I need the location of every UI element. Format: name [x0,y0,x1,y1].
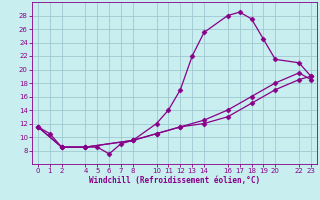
X-axis label: Windchill (Refroidissement éolien,°C): Windchill (Refroidissement éolien,°C) [89,176,260,185]
